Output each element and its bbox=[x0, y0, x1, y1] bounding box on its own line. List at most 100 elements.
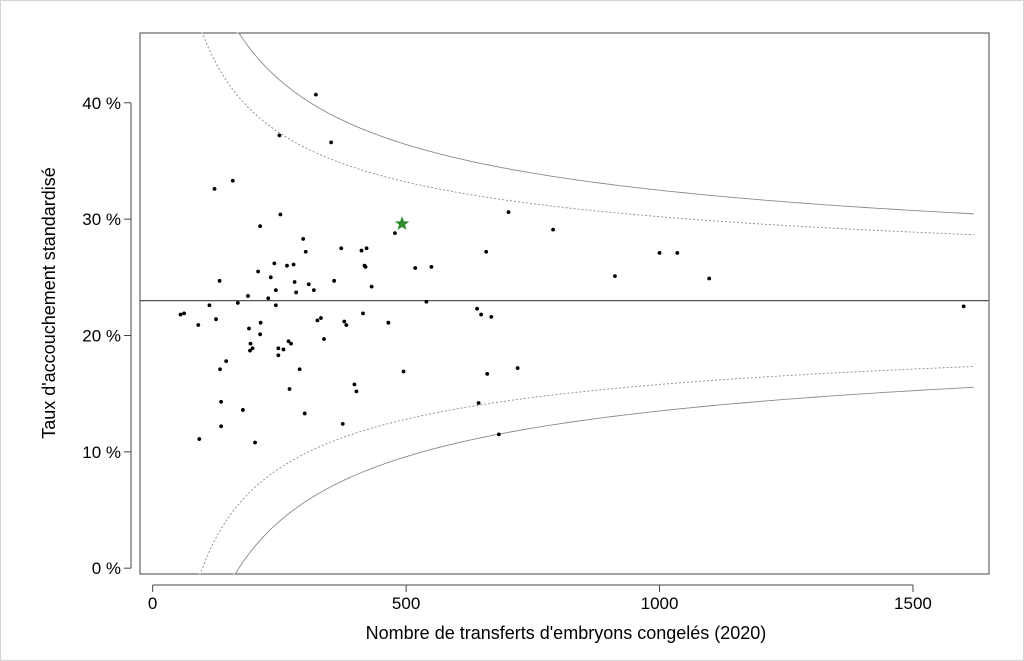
data-point bbox=[429, 264, 434, 269]
data-point bbox=[707, 276, 712, 281]
data-point bbox=[182, 311, 186, 316]
data-point bbox=[424, 299, 429, 304]
data-point bbox=[496, 432, 501, 437]
y-tick-label: 40 % bbox=[82, 94, 121, 113]
data-point bbox=[285, 263, 289, 268]
data-point bbox=[301, 237, 306, 241]
data-point bbox=[364, 246, 369, 251]
data-point bbox=[281, 347, 286, 352]
data-point bbox=[363, 264, 368, 269]
data-point bbox=[268, 275, 273, 280]
x-axis-title: Nombre de transferts d'embryons congelés… bbox=[366, 623, 767, 643]
data-point bbox=[287, 387, 292, 391]
data-point bbox=[214, 317, 218, 322]
data-point bbox=[273, 288, 278, 293]
data-point bbox=[369, 284, 374, 289]
lower-outer-limit bbox=[232, 386, 974, 575]
data-point bbox=[319, 316, 323, 320]
x-tick-label: 0 bbox=[148, 594, 157, 613]
data-point bbox=[247, 326, 251, 331]
data-point bbox=[613, 274, 617, 279]
data-point bbox=[354, 389, 359, 394]
data-point bbox=[961, 304, 966, 309]
data-point bbox=[361, 311, 365, 316]
data-point bbox=[207, 303, 212, 308]
y-axis-title: Taux d'accouchement standardisé bbox=[39, 167, 59, 439]
data-point bbox=[352, 382, 357, 387]
data-point bbox=[306, 282, 311, 287]
data-point bbox=[479, 312, 484, 317]
data-point bbox=[258, 332, 263, 337]
data-point bbox=[342, 319, 347, 324]
x-tick-label: 1000 bbox=[641, 594, 679, 613]
data-point bbox=[329, 140, 333, 145]
data-point bbox=[218, 367, 222, 372]
data-point bbox=[250, 346, 255, 351]
data-point bbox=[311, 288, 316, 293]
data-point bbox=[339, 246, 344, 251]
data-point bbox=[289, 341, 293, 346]
data-point bbox=[248, 348, 252, 353]
data-point bbox=[332, 278, 337, 283]
data-point bbox=[294, 290, 299, 295]
data-point bbox=[217, 278, 222, 283]
data-point bbox=[476, 401, 481, 405]
plot-area-border bbox=[139, 32, 990, 575]
data-point bbox=[248, 341, 253, 346]
data-point bbox=[340, 422, 345, 426]
data-point bbox=[256, 269, 260, 274]
data-points bbox=[178, 92, 966, 445]
x-tick-label: 500 bbox=[392, 594, 420, 613]
upper-outer-limit bbox=[236, 32, 974, 215]
data-point bbox=[475, 306, 479, 311]
data-point bbox=[359, 248, 364, 253]
data-point bbox=[196, 323, 201, 327]
data-point bbox=[489, 314, 494, 319]
data-point bbox=[386, 320, 391, 325]
data-point bbox=[272, 261, 277, 266]
data-point bbox=[515, 366, 520, 370]
upper-inner-limit bbox=[201, 32, 974, 236]
data-point bbox=[657, 250, 662, 255]
y-tick-label: 20 % bbox=[82, 326, 121, 345]
data-point bbox=[219, 424, 223, 429]
lower-inner-limit bbox=[198, 366, 974, 575]
data-point bbox=[484, 249, 489, 254]
data-point bbox=[212, 187, 217, 191]
data-point bbox=[286, 339, 291, 344]
data-point bbox=[197, 437, 202, 441]
data-point bbox=[315, 318, 320, 323]
data-point bbox=[302, 411, 307, 416]
highlight-star-icon bbox=[394, 216, 410, 230]
data-point bbox=[303, 249, 308, 254]
data-point bbox=[266, 296, 271, 301]
data-point bbox=[506, 210, 511, 215]
y-tick-label: 0 % bbox=[92, 559, 121, 578]
data-point bbox=[291, 262, 296, 267]
x-tick-label: 1500 bbox=[894, 594, 932, 613]
data-point bbox=[253, 440, 257, 445]
data-point bbox=[230, 178, 235, 183]
data-point bbox=[401, 369, 406, 374]
data-point bbox=[273, 303, 278, 308]
data-point bbox=[276, 346, 281, 351]
data-point bbox=[413, 266, 418, 270]
data-point bbox=[322, 337, 326, 341]
funnel-limits bbox=[198, 32, 974, 575]
data-point bbox=[278, 212, 283, 217]
data-point bbox=[258, 320, 263, 325]
highlight-marker bbox=[394, 216, 410, 230]
data-point bbox=[297, 367, 302, 372]
data-point bbox=[276, 353, 281, 358]
data-point bbox=[277, 133, 282, 138]
data-point bbox=[258, 224, 263, 229]
y-tick-label: 10 % bbox=[82, 443, 121, 462]
data-point bbox=[675, 250, 680, 255]
data-point bbox=[551, 227, 555, 232]
x-axis: 0 500 1000 1500 bbox=[148, 584, 932, 613]
data-point bbox=[235, 301, 240, 305]
y-axis: 0 % 10 % 20 % 30 % 40 % bbox=[82, 94, 132, 578]
data-point bbox=[178, 312, 183, 317]
data-point bbox=[246, 294, 250, 298]
